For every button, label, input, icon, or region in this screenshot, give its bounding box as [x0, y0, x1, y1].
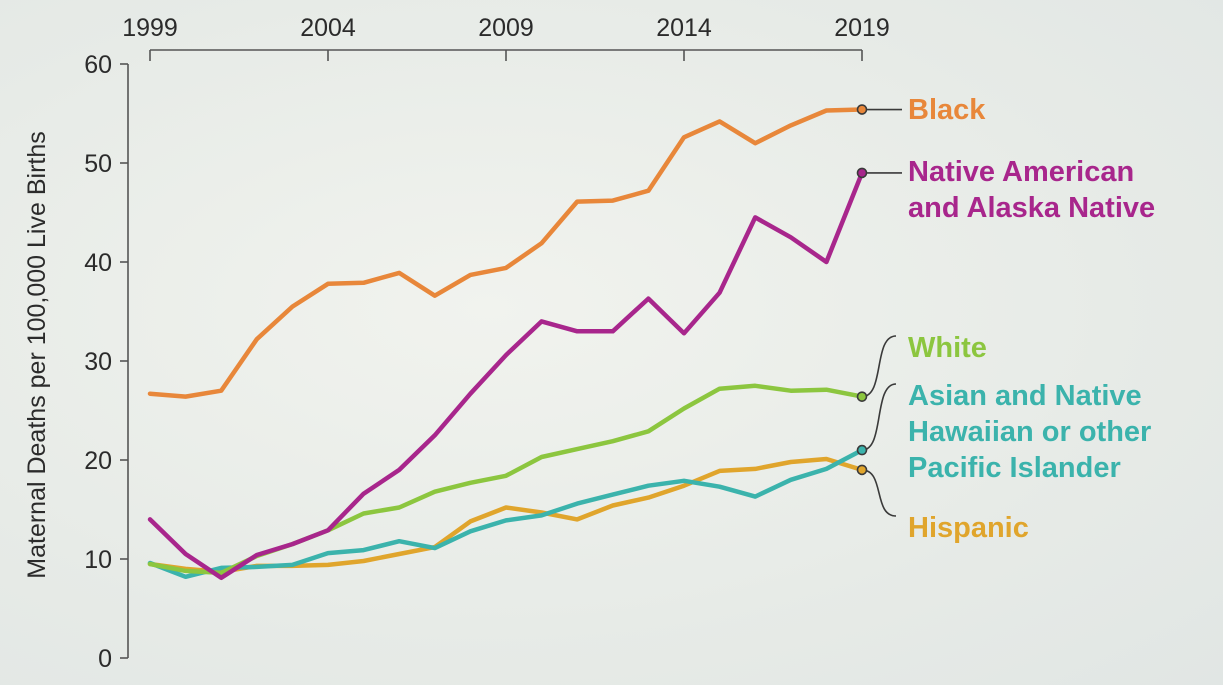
series-line-black: [147, 107, 865, 399]
series-label: Pacific Islander: [908, 452, 1121, 484]
series-label: Asian and Native: [908, 380, 1142, 412]
y-tick-label: 60: [84, 51, 112, 79]
y-axis-title: Maternal Deaths per 100,000 Live Births: [23, 131, 51, 578]
end-markers: [856, 104, 868, 476]
series-label: Black: [908, 94, 986, 126]
x-tick-label: 2004: [300, 14, 356, 42]
y-tick-label: 0: [98, 645, 112, 673]
x-axis: 1999 2004 2009 2014 2019: [122, 14, 890, 61]
series-line-asian-and-native-hawaiian-or-other-pacific-islander: [147, 447, 865, 580]
x-tick-label: 2009: [478, 14, 534, 42]
y-tick-label: 20: [84, 447, 112, 475]
y-tick-label: 40: [84, 249, 112, 277]
leader-line: [861, 469, 897, 517]
y-tick-label: 50: [84, 150, 112, 178]
leader-line: [861, 383, 897, 451]
end-marker: [856, 104, 868, 115]
series-line-native-american-and-alaska-native: [147, 170, 865, 581]
series-line-white: [147, 383, 865, 576]
series-label: Hawaiian or other: [908, 416, 1151, 448]
series-label: Native American: [908, 156, 1134, 188]
end-marker: [856, 167, 868, 179]
label-leaders: [861, 108, 902, 517]
series-labels: Black Native American and Alaska Native Whi…: [908, 94, 1155, 544]
leader-line: [861, 335, 897, 398]
series-lines: [147, 107, 865, 581]
y-tick-label: 10: [84, 546, 112, 574]
series-label: Hispanic: [908, 512, 1029, 544]
end-marker: [856, 391, 868, 402]
y-axis: 0 10 20 30 40 50 60: [84, 51, 129, 673]
x-tick-label: 1999: [122, 14, 178, 42]
end-marker: [856, 464, 868, 476]
x-tick-label: 2014: [656, 14, 712, 42]
y-tick-label: 30: [84, 348, 112, 376]
series-label: and Alaska Native: [908, 192, 1155, 224]
end-marker: [856, 444, 868, 456]
x-tick-label: 2019: [834, 14, 890, 42]
series-label: White: [908, 332, 987, 364]
